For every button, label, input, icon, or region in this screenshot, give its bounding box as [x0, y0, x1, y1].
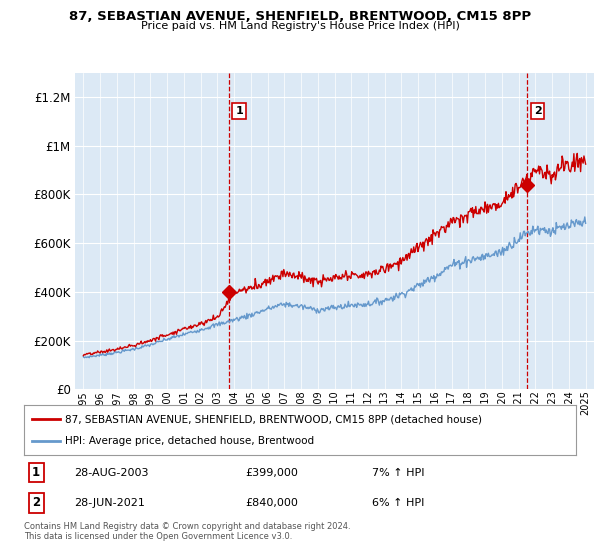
Text: 1: 1	[32, 466, 40, 479]
Text: 28-JUN-2021: 28-JUN-2021	[74, 498, 145, 508]
Text: 1: 1	[235, 106, 243, 116]
Text: 87, SEBASTIAN AVENUE, SHENFIELD, BRENTWOOD, CM15 8PP: 87, SEBASTIAN AVENUE, SHENFIELD, BRENTWO…	[69, 10, 531, 23]
Text: 28-AUG-2003: 28-AUG-2003	[74, 468, 148, 478]
Text: 7% ↑ HPI: 7% ↑ HPI	[372, 468, 424, 478]
Text: HPI: Average price, detached house, Brentwood: HPI: Average price, detached house, Bren…	[65, 436, 314, 446]
Text: 87, SEBASTIAN AVENUE, SHENFIELD, BRENTWOOD, CM15 8PP (detached house): 87, SEBASTIAN AVENUE, SHENFIELD, BRENTWO…	[65, 414, 482, 424]
Text: £840,000: £840,000	[245, 498, 298, 508]
Text: Contains HM Land Registry data © Crown copyright and database right 2024.
This d: Contains HM Land Registry data © Crown c…	[24, 522, 350, 542]
Text: £399,000: £399,000	[245, 468, 298, 478]
Text: 2: 2	[534, 106, 541, 116]
Text: Price paid vs. HM Land Registry's House Price Index (HPI): Price paid vs. HM Land Registry's House …	[140, 21, 460, 31]
Text: 6% ↑ HPI: 6% ↑ HPI	[372, 498, 424, 508]
Text: 2: 2	[32, 496, 40, 510]
